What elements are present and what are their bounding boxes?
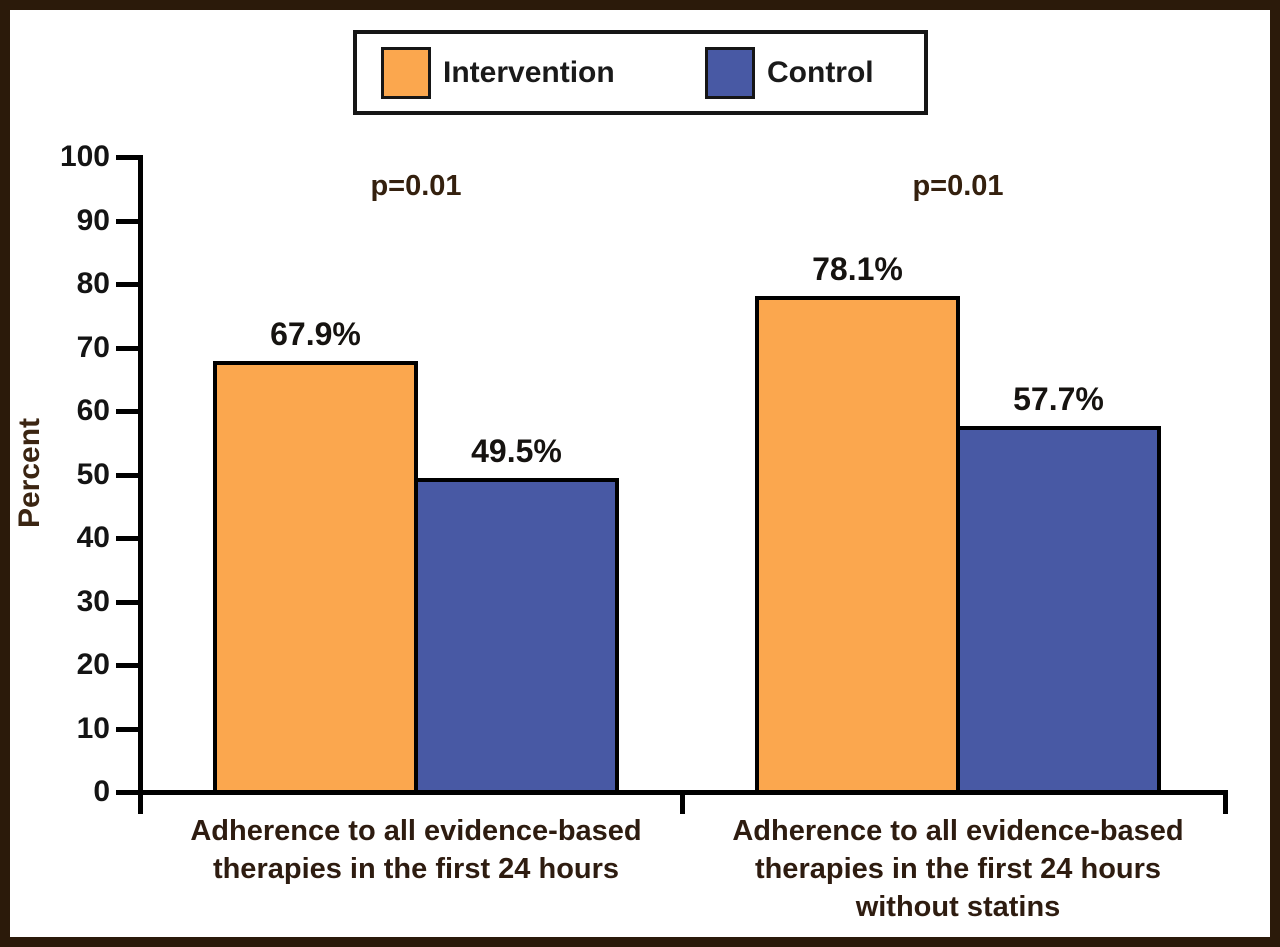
y-tick-label: 60 bbox=[76, 394, 110, 427]
y-tick-label: 80 bbox=[76, 267, 110, 300]
y-tick bbox=[116, 155, 138, 160]
y-tick-label: 50 bbox=[76, 458, 110, 491]
y-tick bbox=[116, 473, 138, 478]
y-tick-label: 10 bbox=[76, 712, 110, 745]
y-tick bbox=[116, 727, 138, 732]
y-tick bbox=[116, 663, 138, 668]
y-tick-label: 70 bbox=[76, 331, 110, 364]
y-tick bbox=[116, 536, 138, 541]
y-tick bbox=[116, 219, 138, 224]
y-tick-label: 20 bbox=[76, 648, 110, 681]
x-category-label: Adherence to all evidence-based therapies… bbox=[190, 815, 642, 885]
y-tick-label: 0 bbox=[93, 775, 110, 808]
x-category-label: Adherence to all evidence-based therapies… bbox=[732, 815, 1184, 923]
bar-value-label: 57.7% bbox=[1013, 381, 1104, 417]
bar-intervention-group1 bbox=[213, 361, 418, 794]
y-tick-label: 30 bbox=[76, 585, 110, 618]
p-value-label: p=0.01 bbox=[912, 170, 1004, 202]
y-tick bbox=[116, 600, 138, 605]
x-axis-tick bbox=[1223, 790, 1228, 814]
legend-item-control: Control bbox=[705, 34, 874, 111]
bar-value-label: 67.9% bbox=[270, 316, 361, 352]
y-tick bbox=[116, 282, 138, 287]
y-tick bbox=[116, 790, 138, 795]
y-axis-line bbox=[138, 155, 143, 814]
bar-control-group2 bbox=[956, 426, 1161, 794]
y-tick-label: 100 bbox=[59, 140, 110, 173]
bar-control-group1 bbox=[414, 478, 619, 794]
p-value-label: p=0.01 bbox=[370, 170, 462, 202]
y-tick bbox=[116, 346, 138, 351]
intervention-swatch-icon bbox=[381, 46, 431, 99]
legend-item-intervention: Intervention bbox=[381, 34, 615, 111]
y-tick-label: 90 bbox=[76, 204, 110, 237]
control-swatch-icon bbox=[705, 46, 755, 99]
legend-label-control: Control bbox=[767, 55, 874, 89]
legend-label-intervention: Intervention bbox=[443, 55, 615, 89]
y-tick bbox=[116, 409, 138, 414]
legend: Intervention Control bbox=[353, 30, 928, 115]
bar-value-label: 78.1% bbox=[812, 251, 903, 287]
y-tick-label: 40 bbox=[76, 521, 110, 554]
bar-intervention-group2 bbox=[755, 296, 960, 794]
x-axis-tick bbox=[680, 790, 685, 814]
bar-value-label: 49.5% bbox=[471, 433, 562, 469]
